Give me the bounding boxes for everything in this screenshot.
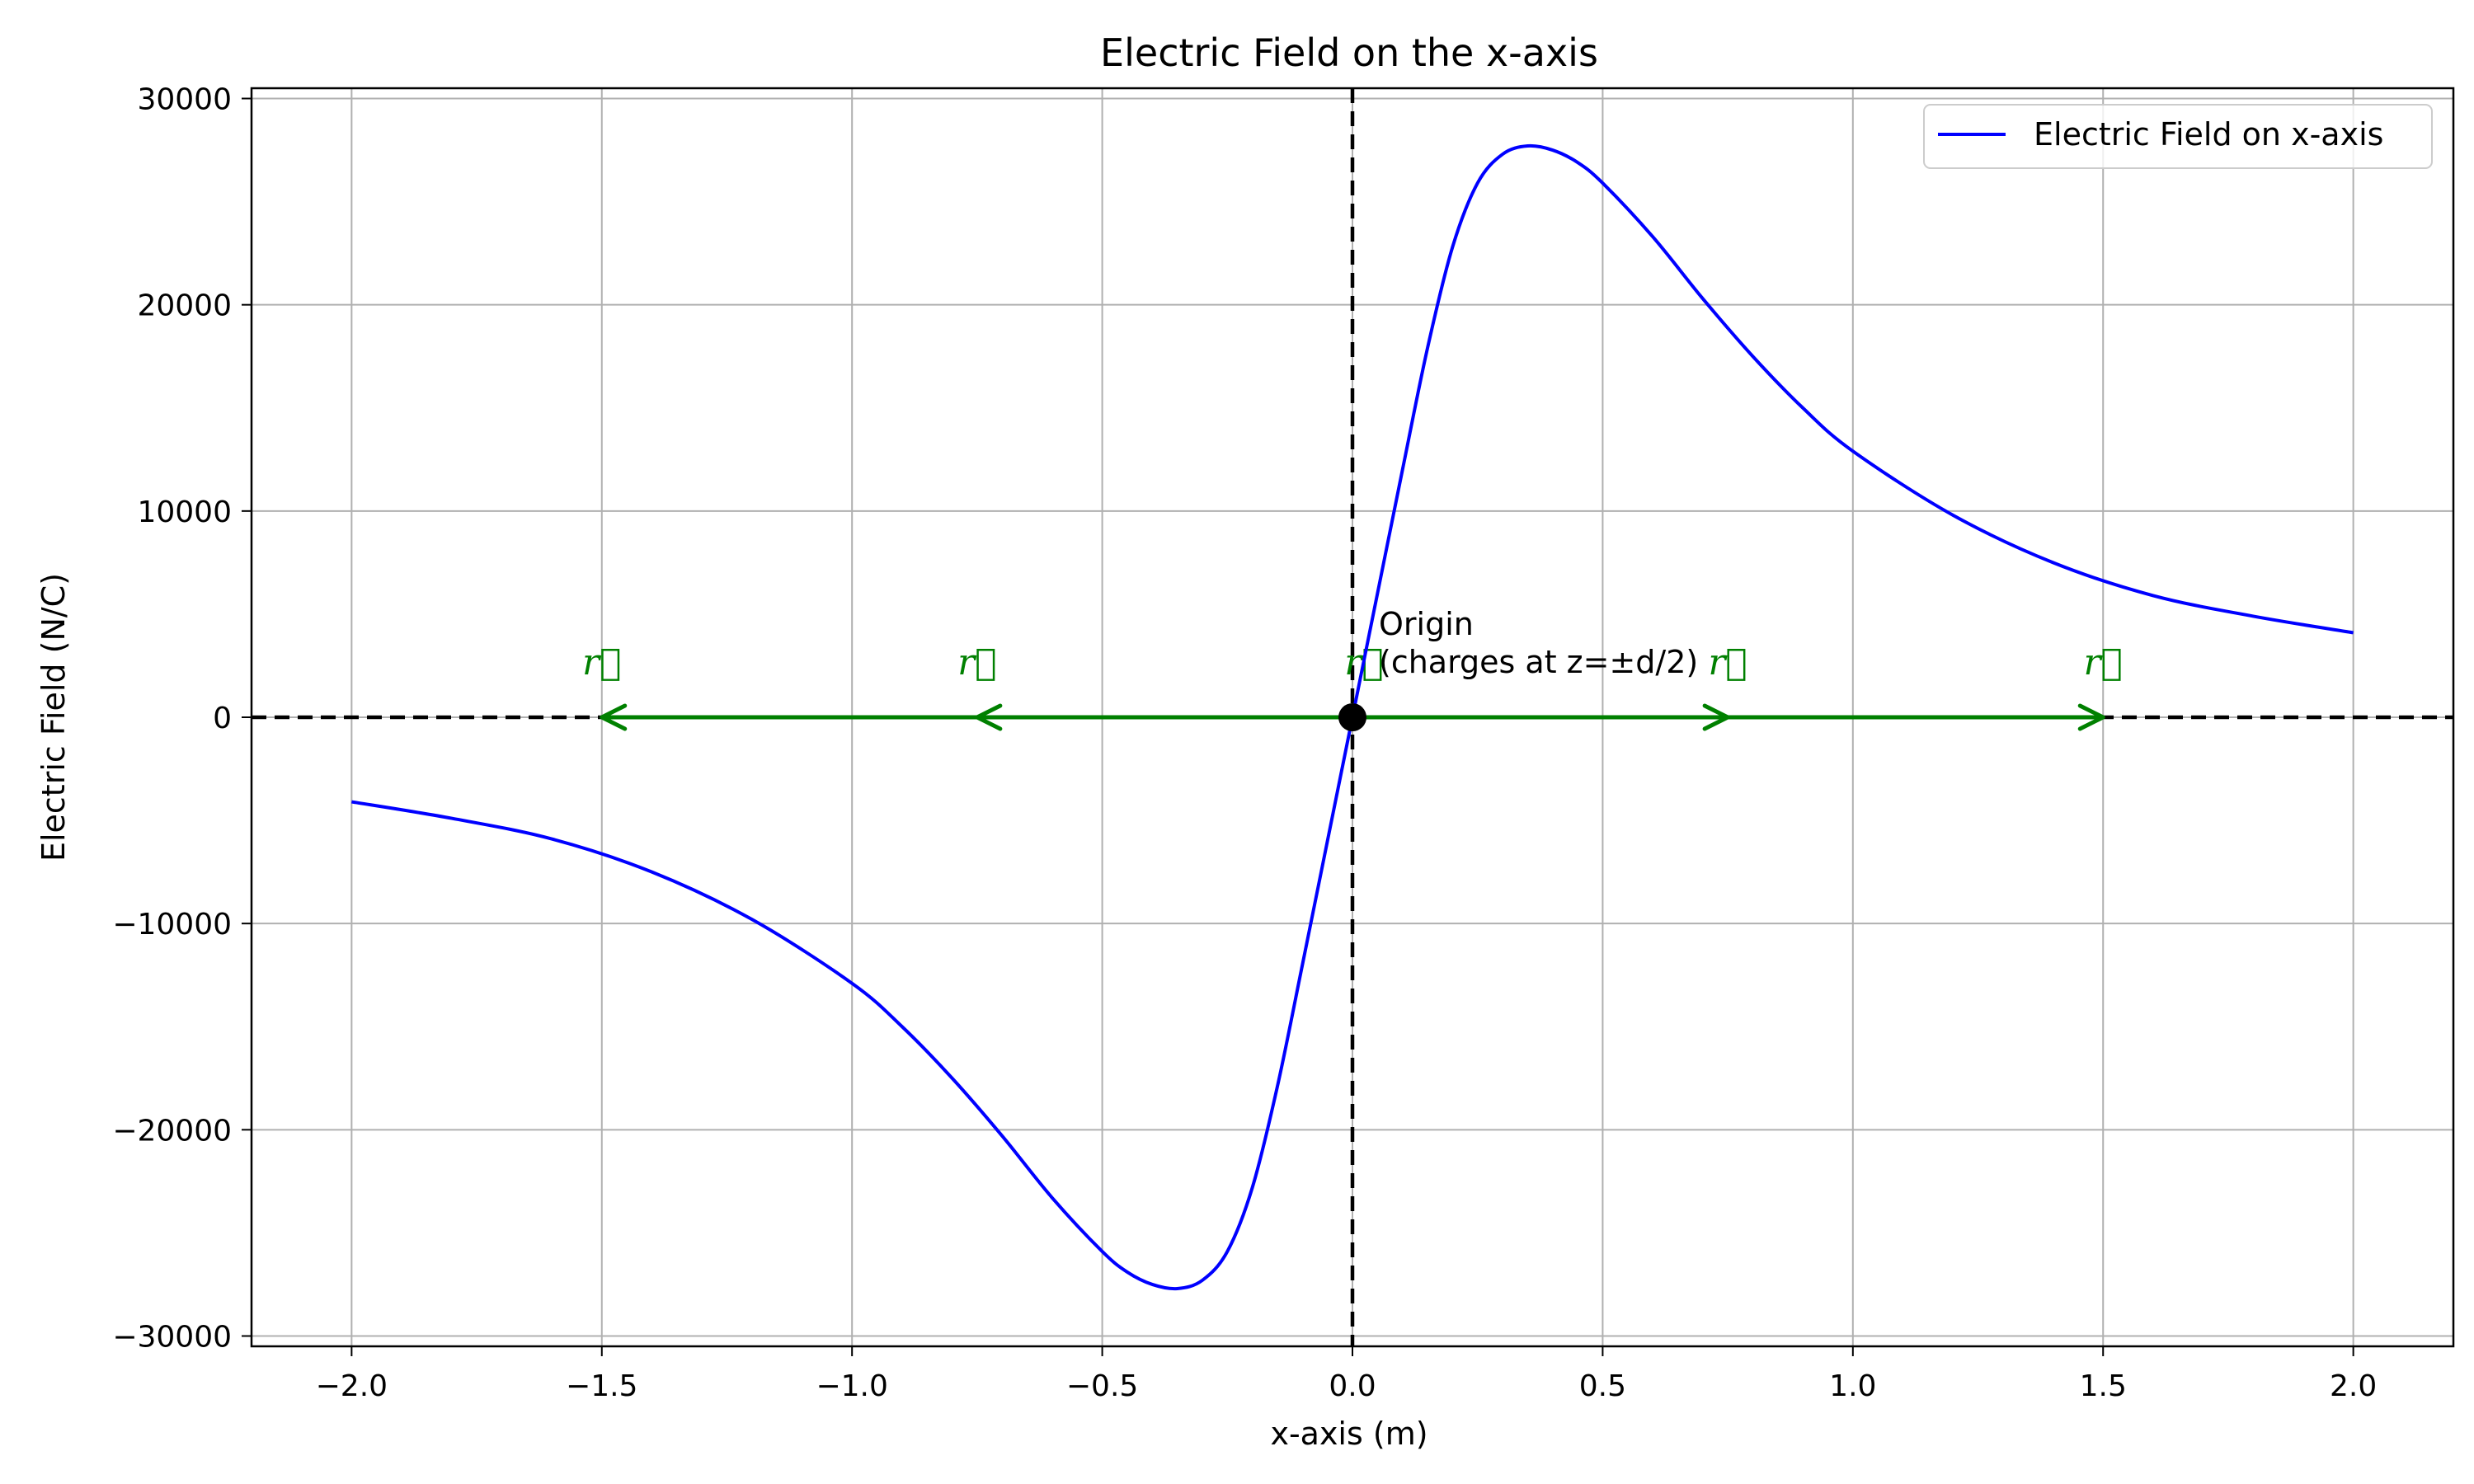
x-axis-label: x-axis (m) [1270, 1416, 1427, 1452]
x-tick-label: −2.0 [316, 1369, 388, 1403]
y-tick-label: −10000 [112, 908, 232, 942]
r-vector-label: r⃗ [1708, 641, 1747, 683]
r-vector-arrowhead [975, 703, 1003, 731]
r-vector-arrows: r⃗ r⃗ r⃗ r⃗r⃗ [582, 641, 2123, 731]
origin-annotation-line2: (charges at z=±d/2) [1379, 644, 1698, 680]
x-tick-label: −1.5 [566, 1369, 637, 1403]
r-vector-arrowhead [600, 703, 628, 731]
y-tick-label: −30000 [112, 1320, 232, 1354]
x-axis-ticks: −2.0 −1.5 −1.0 −0.5 0.0 0.5 1.0 1.5 2.0 [316, 1346, 2377, 1403]
y-tick-label: 10000 [137, 495, 232, 529]
y-axis-label: Electric Field (N/C) [35, 573, 72, 862]
legend: Electric Field on x-axis [1923, 104, 2433, 169]
r-vector-arrowhead [2077, 703, 2105, 731]
legend-entry-electric-field: Electric Field on x-axis [2034, 116, 2383, 153]
x-tick-label: 1.5 [2080, 1369, 2127, 1403]
r-vector-label: r⃗ [2084, 641, 2123, 683]
x-tick-label: −1.0 [816, 1369, 887, 1403]
r-vector-label: r⃗ [582, 641, 621, 683]
x-tick-label: −0.5 [1066, 1369, 1138, 1403]
x-tick-label: 1.0 [1829, 1369, 1876, 1403]
y-tick-label: 0 [213, 702, 232, 735]
y-axis-ticks: −30000 −20000 −10000 0 10000 20000 30000 [112, 83, 252, 1354]
y-tick-label: −20000 [112, 1114, 232, 1148]
y-tick-label: 20000 [137, 289, 232, 323]
x-tick-label: 2.0 [2330, 1369, 2377, 1403]
x-tick-label: 0.5 [1579, 1369, 1626, 1403]
legend-box [1923, 104, 2433, 169]
origin-annotation-line1: Origin [1379, 606, 1474, 642]
origin-marker [1338, 703, 1366, 731]
x-tick-label: 0.0 [1329, 1369, 1376, 1403]
y-tick-label: 30000 [137, 83, 232, 117]
r-vector-label: r⃗ [957, 641, 996, 683]
chart-title: Electric Field on the x-axis [1100, 31, 1598, 75]
